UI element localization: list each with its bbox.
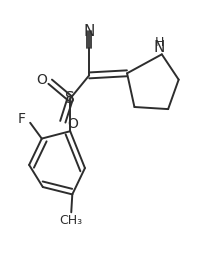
Text: F: F	[18, 112, 26, 125]
Text: H: H	[155, 36, 164, 49]
Text: N: N	[84, 24, 95, 39]
Text: N: N	[154, 40, 165, 55]
Text: O: O	[37, 73, 48, 87]
Text: O: O	[67, 117, 78, 131]
Text: CH₃: CH₃	[60, 214, 83, 227]
Text: S: S	[65, 91, 75, 106]
